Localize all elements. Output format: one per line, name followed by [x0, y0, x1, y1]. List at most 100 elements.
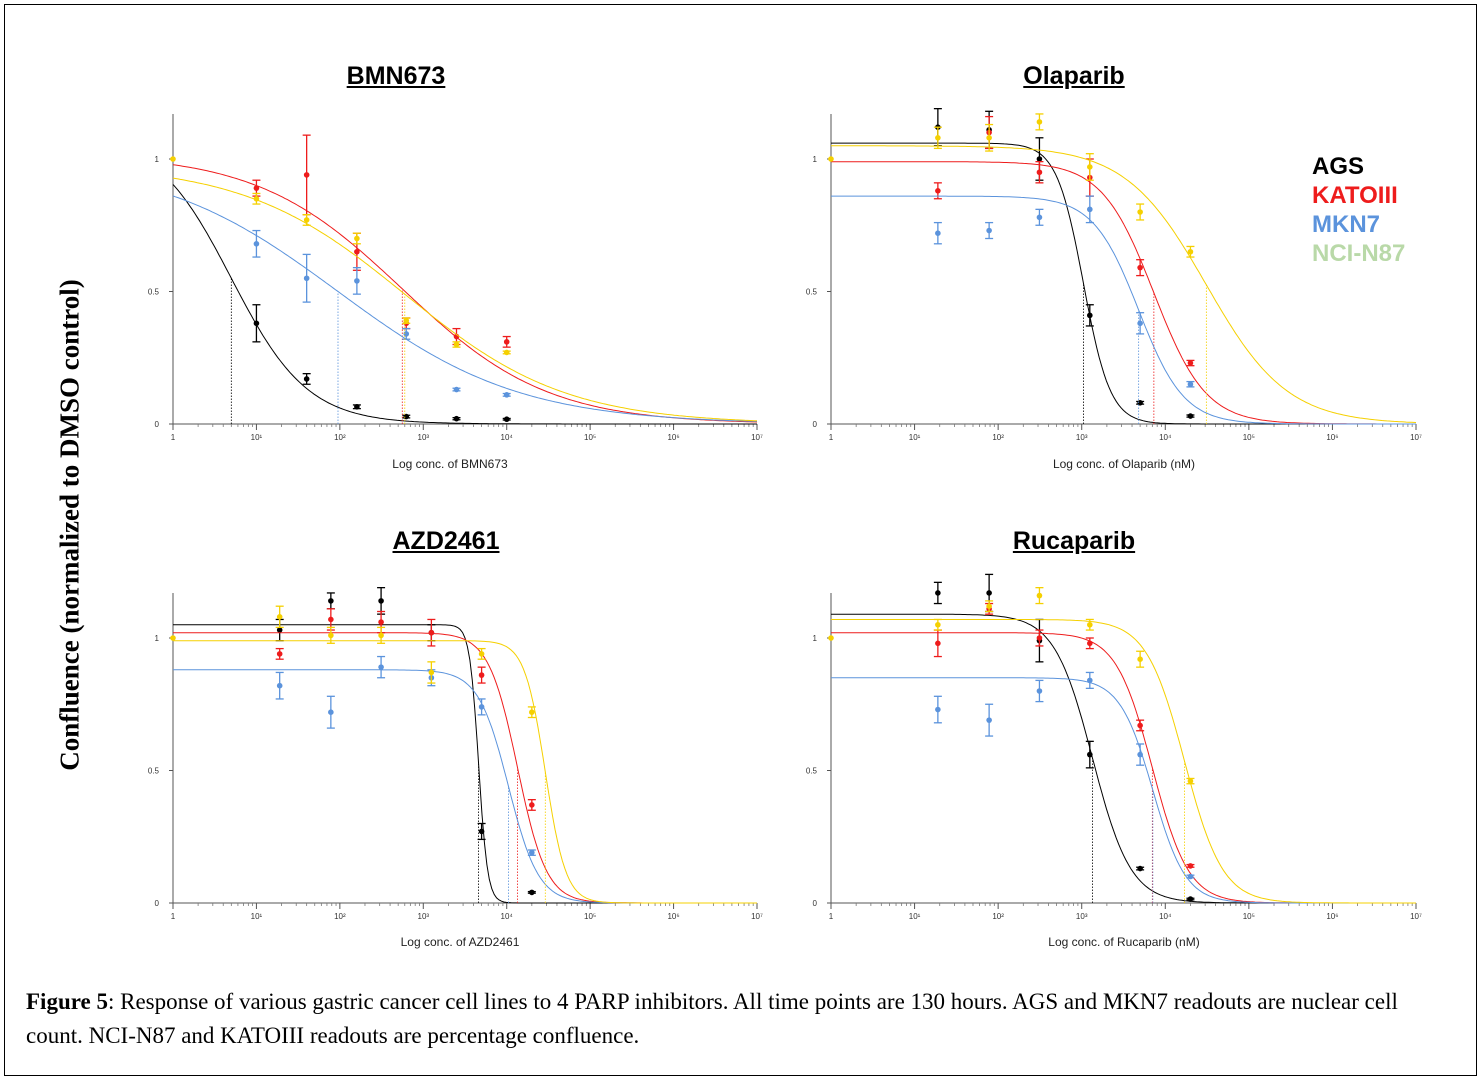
y-tick-label: 0	[813, 899, 818, 908]
x-tick-label: 10⁷	[1410, 433, 1422, 442]
data-point-mkn7	[303, 275, 310, 282]
data-point-ags	[529, 889, 535, 896]
fit-curve-mkn7	[831, 677, 1416, 904]
x-tick-label: 10⁵	[1243, 433, 1255, 442]
y-tick-label: 0	[155, 420, 160, 429]
data-point-nci-n87	[1137, 209, 1143, 215]
data-point-nci-n87	[478, 651, 485, 657]
data-point-mkn7	[276, 682, 283, 689]
data-point-katoiii	[354, 248, 360, 255]
data-point-mkn7	[1036, 688, 1043, 694]
data-point-nci-n87	[253, 195, 260, 202]
data-point-nci-n87	[303, 217, 310, 223]
x-tick-label: 10¹	[251, 912, 263, 921]
x-tick-label: 10³	[1076, 433, 1088, 442]
data-point-mkn7	[1087, 677, 1093, 684]
data-point-ags	[1036, 156, 1043, 162]
data-point-ags	[1137, 865, 1143, 872]
fit-curve-katoiii	[172, 164, 758, 423]
x-tick-label: 10¹	[909, 433, 921, 442]
panel-title-azd2461: AZD2461	[392, 527, 500, 555]
panel-title-rucaparib: Rucaparib	[1012, 527, 1136, 555]
x-tick-label: 10⁷	[751, 433, 763, 442]
data-point-nci-n87	[276, 614, 283, 620]
x-axis-label-olaparib: Log conc. of Olaparib (nM)	[1052, 457, 1196, 471]
data-point-mkn7	[453, 386, 460, 393]
data-point-katoiii	[1137, 264, 1143, 271]
x-tick-label: 10⁶	[667, 912, 679, 921]
data-point-nci-n87	[403, 317, 410, 324]
data-point-ags	[303, 376, 310, 382]
data-point-katoiii	[428, 629, 435, 636]
data-point-ags	[453, 415, 460, 422]
data-point-mkn7	[986, 717, 992, 723]
y-tick-label: 0.5	[806, 288, 818, 297]
data-point-nci-n87	[1087, 621, 1093, 628]
y-tick-label: 0	[813, 420, 818, 429]
data-point-ags	[935, 590, 941, 596]
fit-curve-ags	[831, 613, 1416, 904]
data-point-mkn7	[253, 241, 260, 247]
data-point-mkn7	[1187, 381, 1194, 388]
data-point-ags	[1187, 413, 1194, 419]
fit-curve-mkn7	[172, 195, 757, 422]
y-tick-label: 0.5	[806, 767, 818, 776]
x-tick-label: 1	[829, 433, 834, 442]
x-tick-label: 10³	[418, 433, 430, 442]
data-point-katoiii	[1187, 863, 1194, 869]
x-tick-label: 1	[829, 912, 834, 921]
x-tick-label: 10⁵	[1243, 912, 1255, 921]
x-tick-label: 10¹	[251, 433, 263, 442]
x-tick-label: 10⁴	[501, 433, 514, 442]
data-point-katoiii	[935, 640, 941, 647]
x-tick-label: 10²	[992, 912, 1004, 921]
data-point-mkn7	[935, 230, 941, 236]
x-tick-label: 10²	[992, 433, 1004, 442]
data-point-nci-n87	[354, 235, 360, 242]
data-point-mkn7	[935, 706, 941, 713]
data-point-ags	[253, 320, 260, 327]
data-point-ags	[403, 413, 410, 420]
data-point-mkn7	[1137, 320, 1143, 327]
data-point-nci-n87	[986, 135, 992, 141]
y-tick-label: 0	[155, 899, 160, 908]
data-point-nci-n87	[328, 632, 334, 639]
data-point-ags	[1087, 312, 1093, 319]
x-tick-label: 10⁴	[501, 912, 514, 921]
data-point-ags	[1187, 896, 1194, 902]
y-tick-label: 1	[155, 155, 160, 164]
x-tick-label: 10³	[418, 912, 430, 921]
y-tick-label: 1	[155, 634, 160, 643]
data-point-nci-n87	[1036, 592, 1043, 599]
data-point-ags	[328, 598, 334, 604]
data-point-nci-n87	[170, 635, 176, 641]
data-point-mkn7	[986, 227, 992, 234]
x-tick-label: 1	[171, 433, 176, 442]
fit-curve-mkn7	[831, 195, 1416, 425]
caption-text: : Response of various gastric cancer cel…	[26, 989, 1398, 1048]
fit-curve-katoiii	[831, 632, 1416, 904]
data-point-nci-n87	[529, 709, 535, 715]
fit-curve-nci-n87	[173, 640, 757, 904]
x-tick-label: 10⁶	[1326, 912, 1338, 921]
fit-curve-mkn7	[173, 669, 757, 904]
data-point-mkn7	[1036, 214, 1043, 221]
x-tick-label: 10²	[334, 433, 346, 442]
x-axis-label-rucaparib: Log conc. of Rucaparib (nM)	[1048, 935, 1200, 949]
data-point-nci-n87	[378, 632, 384, 639]
panel-title-bmn673: BMN673	[346, 62, 446, 90]
data-point-nci-n87	[1137, 656, 1143, 662]
data-point-katoiii	[1187, 360, 1194, 366]
legend-entry-ags: AGS	[1312, 153, 1365, 180]
data-point-nci-n87	[1087, 164, 1093, 170]
x-tick-label: 10²	[334, 912, 346, 921]
data-point-nci-n87	[935, 135, 941, 141]
data-point-nci-n87	[1036, 119, 1043, 125]
x-tick-label: 10¹	[909, 912, 921, 921]
fit-curve-nci-n87	[831, 619, 1416, 904]
x-tick-label: 10⁴	[1159, 912, 1172, 921]
data-point-nci-n87	[828, 635, 834, 641]
fit-curve-ags	[172, 184, 757, 425]
x-axis-label-bmn673: Log conc. of BMN673	[392, 457, 508, 471]
